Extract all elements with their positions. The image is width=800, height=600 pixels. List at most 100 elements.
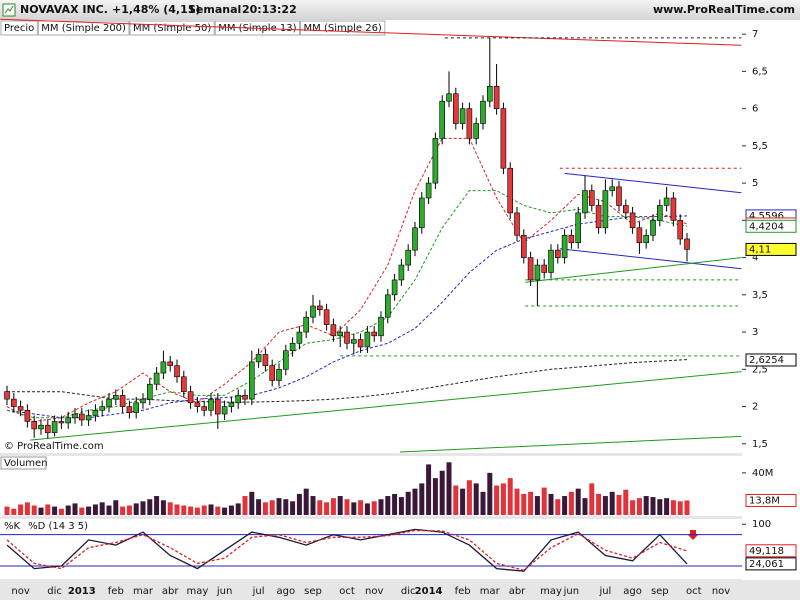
- candle-body: [249, 361, 255, 400]
- volume-bar: [86, 506, 92, 515]
- volume-bar: [330, 498, 336, 515]
- volume-bar: [643, 496, 649, 515]
- y-tick-label: 5,5: [752, 141, 768, 152]
- volume-bar: [249, 491, 255, 515]
- volume-bar: [31, 505, 37, 515]
- candle-body: [92, 409, 99, 416]
- volume-bar: [589, 483, 595, 515]
- trend-line: [525, 257, 742, 283]
- candle-body: [520, 234, 527, 258]
- candle-body: [629, 212, 636, 229]
- instrument: NOVAVAX INC.: [20, 3, 108, 16]
- candle-body: [201, 406, 207, 411]
- candle-body: [160, 361, 167, 374]
- y-tick-label: 6: [752, 104, 758, 115]
- volume-bar: [446, 462, 452, 515]
- volume-bar: [636, 498, 642, 515]
- candle-body: [527, 257, 534, 281]
- candle-body: [65, 417, 71, 424]
- volume-bar: [262, 502, 268, 515]
- candle-body: [208, 398, 214, 411]
- volume-bar: [623, 489, 629, 515]
- candle-body: [364, 331, 371, 348]
- price-tag: [745, 544, 797, 558]
- candle-body: [561, 234, 568, 258]
- candle-body: [310, 305, 316, 318]
- stoch-panel: [0, 519, 742, 579]
- volume-bar: [303, 488, 309, 515]
- volume-bar: [657, 499, 663, 515]
- candle-body: [452, 93, 459, 124]
- volume-bar: [99, 502, 105, 515]
- volume-bar: [412, 488, 418, 515]
- volume-bar: [453, 485, 459, 515]
- candle-body: [235, 395, 241, 404]
- volume-bar: [18, 504, 24, 515]
- x-tick-label: oct: [339, 586, 355, 597]
- volume-bar: [541, 487, 547, 515]
- x-tick-label: dic: [47, 586, 62, 597]
- candle-body: [432, 138, 439, 184]
- volume-bar: [79, 507, 85, 515]
- volume-bar: [562, 496, 568, 515]
- candle-body: [38, 424, 44, 430]
- volume-bar: [174, 504, 180, 515]
- candle-body: [181, 376, 187, 392]
- candle-body: [439, 100, 446, 139]
- candle-body: [262, 354, 269, 366]
- volume-bar: [419, 483, 425, 515]
- moving-average: [6, 137, 688, 423]
- icon-line: [4, 5, 14, 14]
- candle-body: [323, 309, 330, 325]
- candle-body: [106, 398, 112, 407]
- volume-bar: [194, 507, 200, 515]
- volume-bar: [432, 478, 438, 515]
- candle-body: [554, 249, 561, 258]
- x-tick-label: nov: [11, 586, 29, 597]
- candle-body: [582, 190, 588, 214]
- candle-body: [643, 234, 650, 244]
- y-tick-label: 3: [752, 327, 758, 338]
- candle-body: [58, 421, 65, 424]
- volume-bar: [507, 478, 513, 515]
- price-tag-label: 24,061: [749, 559, 784, 570]
- candle-body: [507, 167, 514, 214]
- volume-bar: [405, 491, 411, 515]
- volume-bar: [140, 501, 146, 515]
- candle-body: [534, 264, 541, 281]
- volume-bar: [555, 499, 561, 515]
- candle-body: [670, 197, 677, 221]
- legend-box: [37, 20, 130, 36]
- candle-body: [11, 398, 17, 407]
- volume-bar: [317, 500, 323, 515]
- trend-line: [559, 248, 742, 270]
- candle-body: [350, 339, 357, 344]
- volume-bar: [602, 496, 608, 515]
- x-tick-label: jul: [598, 586, 611, 597]
- volume-bar: [439, 470, 445, 515]
- volume-bar: [235, 503, 241, 515]
- volume-bar: [398, 497, 404, 515]
- candle-body: [548, 249, 554, 273]
- candle-body: [636, 227, 643, 244]
- volume-bar: [548, 493, 554, 515]
- plot: 1,522,533,544,555,566,5740M100novdic2013…: [0, 18, 797, 597]
- candle-body: [255, 354, 262, 363]
- candle-body: [119, 395, 126, 407]
- volume-bar: [344, 499, 350, 515]
- candle-body: [282, 350, 289, 370]
- price-tag-label: 4,11: [749, 244, 771, 255]
- oscillator-legend: %D (14 3 5): [28, 521, 88, 532]
- candle-body: [228, 402, 235, 407]
- volume-label-box: [0, 456, 47, 470]
- oscillator-line: [6, 529, 688, 571]
- candle-body: [85, 415, 92, 421]
- candle-body: [398, 264, 405, 281]
- candle-body: [466, 108, 473, 139]
- x-tick-label: feb: [108, 586, 124, 597]
- y-tick-label: 2: [752, 402, 758, 413]
- volume-bar: [392, 493, 398, 515]
- volume-bar: [65, 505, 71, 515]
- price-panel: [0, 20, 742, 453]
- volume-bar: [133, 503, 139, 515]
